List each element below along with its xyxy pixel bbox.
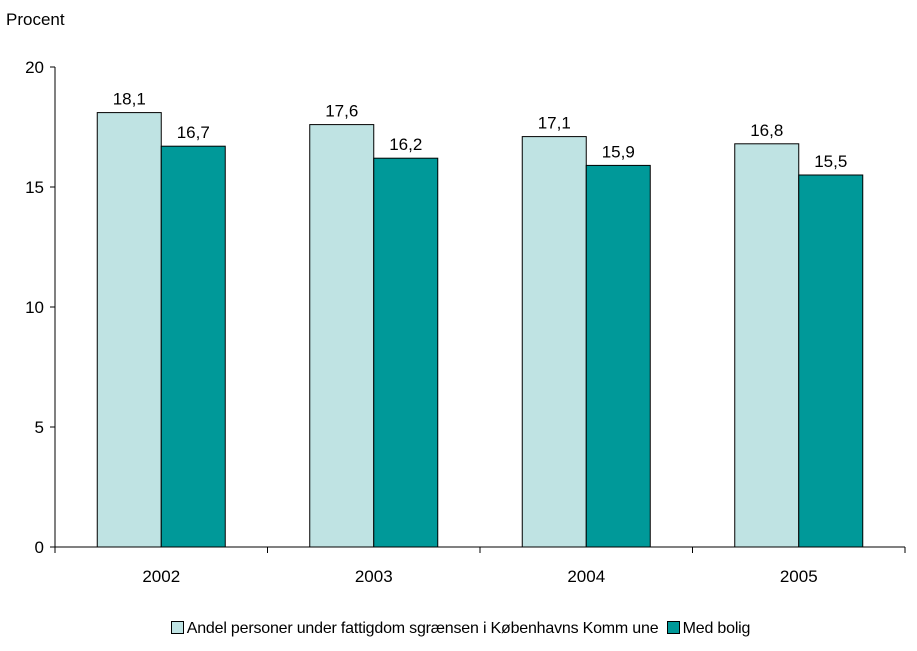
data-label: 16,7: [177, 123, 210, 142]
bar-series-2: [585, 164, 651, 548]
legend-swatch-series-2: [666, 621, 680, 634]
data-label: 15,5: [814, 152, 847, 171]
y-tick-label: 15: [25, 178, 44, 197]
bar-series-1: [309, 124, 375, 548]
legend-label-series-1: Andel personer under fattigdom sgrænsen …: [186, 620, 659, 637]
legend: Andel personer under fattigdom sgrænsen …: [0, 620, 917, 638]
legend-entry-series-2: Med bolig: [666, 620, 751, 638]
data-label: 17,1: [538, 114, 571, 133]
y-axis: 0 5 10 15 20: [25, 58, 56, 557]
legend-entry-series-1: Andel personer under fattigdom sgrænsen …: [170, 620, 659, 638]
y-tick-label: 5: [35, 418, 44, 437]
bars: [96, 112, 864, 548]
bar-series-2: [798, 174, 864, 548]
bar-series-1: [96, 112, 162, 548]
bar-series-1: [734, 143, 800, 548]
data-label: 17,6: [325, 102, 358, 121]
x-tick-label: 2004: [567, 567, 605, 586]
bar-series-1: [521, 136, 587, 548]
data-label: 16,8: [750, 121, 783, 140]
x-tick-label: 2002: [142, 567, 180, 586]
y-tick-label: 20: [25, 58, 44, 77]
data-label: 16,2: [389, 135, 422, 154]
bar-series-2: [373, 157, 439, 548]
legend-swatch-series-1: [170, 621, 184, 634]
x-tick-label: 2003: [355, 567, 393, 586]
y-tick-label: 0: [35, 538, 44, 557]
x-tick-label: 2005: [780, 567, 818, 586]
x-axis: 2002 2003 2004 2005: [54, 546, 906, 586]
y-axis-label: Procent: [6, 10, 65, 29]
data-label: 15,9: [602, 142, 635, 161]
data-label: 18,1: [113, 90, 146, 109]
data-labels: 18,1 17,6 17,1 16,8 16,7 16,2 15,9 15,5: [113, 90, 848, 171]
y-tick-label: 10: [25, 298, 44, 317]
legend-label-series-2: Med bolig: [682, 620, 751, 637]
bar-series-2: [160, 145, 226, 548]
